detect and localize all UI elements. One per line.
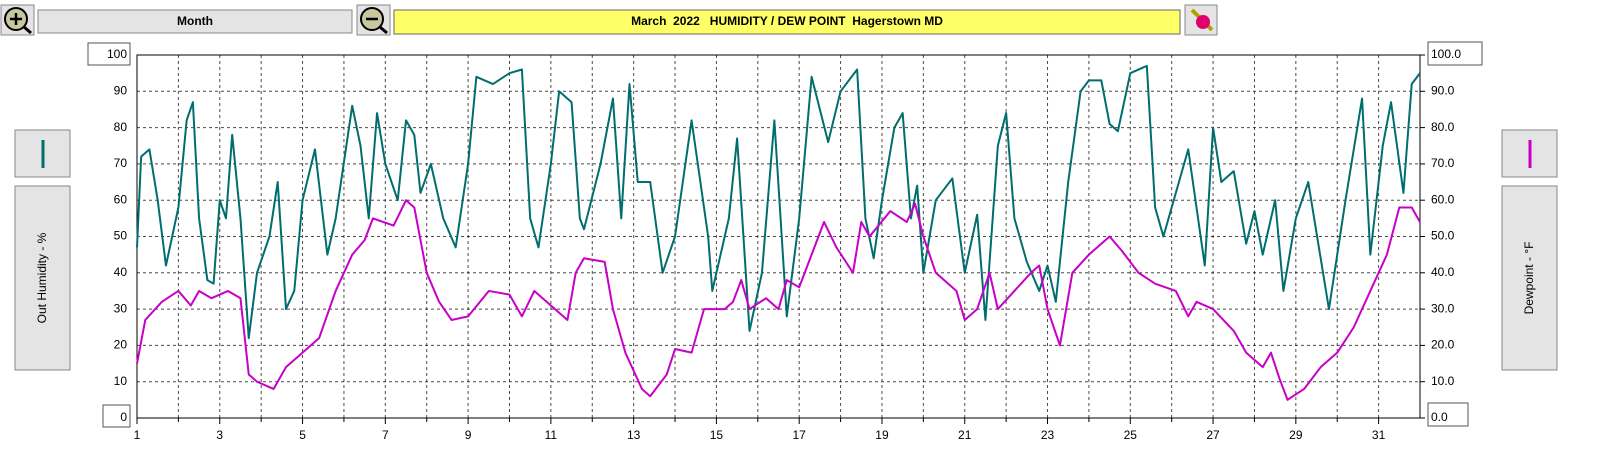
y2-tick-label: 90.0 [1431, 83, 1455, 97]
x-tick-label: 27 [1206, 428, 1220, 442]
y2-tick-label: 30.0 [1431, 301, 1455, 315]
y2-tick-label: 0.0 [1431, 410, 1448, 424]
y-axis-button[interactable] [14, 185, 71, 371]
zoom-out-button[interactable] [356, 4, 391, 36]
x-tick-label: 21 [958, 428, 972, 442]
y-tick-label: 70 [114, 156, 128, 170]
period-label: Month [177, 14, 213, 28]
x-tick-label: 25 [1124, 428, 1138, 442]
y-tick-label: 10 [114, 374, 128, 388]
y2-tick-label: 70.0 [1431, 156, 1455, 170]
y-tick-label: 20 [114, 338, 128, 352]
y-min-box [102, 404, 131, 428]
x-tick-label: 1 [134, 428, 141, 442]
humidity-legend-button[interactable] [14, 129, 71, 178]
y2-min-box [1427, 402, 1469, 427]
y-tick-label: 90 [114, 83, 128, 97]
chart-title: March 2022 HUMIDITY / DEW POINT Hagersto… [631, 14, 943, 28]
x-tick-label: 7 [382, 428, 389, 442]
series-line [136, 64, 1421, 340]
title-bar [393, 9, 1181, 35]
y-tick-label: 30 [114, 301, 128, 315]
y2-tick-label: 20.0 [1431, 338, 1455, 352]
x-tick-label: 3 [216, 428, 223, 442]
y-tick-label: 0 [120, 410, 127, 424]
x-tick-label: 5 [299, 428, 306, 442]
zoom-in-button[interactable] [0, 4, 35, 36]
y-tick-label: 50 [114, 229, 128, 243]
y-tick-label: 80 [114, 120, 128, 134]
y2-tick-label: 60.0 [1431, 192, 1455, 206]
print-button[interactable] [1184, 4, 1218, 36]
y2-tick-label: 80.0 [1431, 120, 1455, 134]
x-tick-label: 9 [465, 428, 472, 442]
y2-axis-label: Dewpoint - °F [1522, 242, 1536, 315]
x-tick-label: 29 [1289, 428, 1303, 442]
y2-max-box [1427, 41, 1483, 66]
series-line [136, 199, 1421, 401]
x-tick-label: 15 [710, 428, 724, 442]
y-max-box [87, 42, 131, 66]
x-tick-label: 17 [793, 428, 807, 442]
x-tick-label: 23 [1041, 428, 1055, 442]
y-tick-label: 60 [114, 192, 128, 206]
x-tick-label: 11 [545, 428, 558, 442]
period-button[interactable] [37, 9, 353, 34]
y-tick-label: 40 [114, 265, 128, 279]
y-tick-label: 100 [107, 47, 127, 61]
y2-tick-label: 50.0 [1431, 229, 1455, 243]
x-tick-label: 31 [1372, 428, 1386, 442]
y2-axis-button[interactable] [1501, 185, 1558, 371]
y2-tick-label: 10.0 [1431, 374, 1455, 388]
x-tick-label: 13 [627, 428, 641, 442]
y-axis-label: Out Humidity - % [35, 232, 49, 323]
x-tick-label: 19 [875, 428, 889, 442]
y2-tick-label: 100.0 [1431, 47, 1461, 61]
y2-tick-label: 40.0 [1431, 265, 1455, 279]
